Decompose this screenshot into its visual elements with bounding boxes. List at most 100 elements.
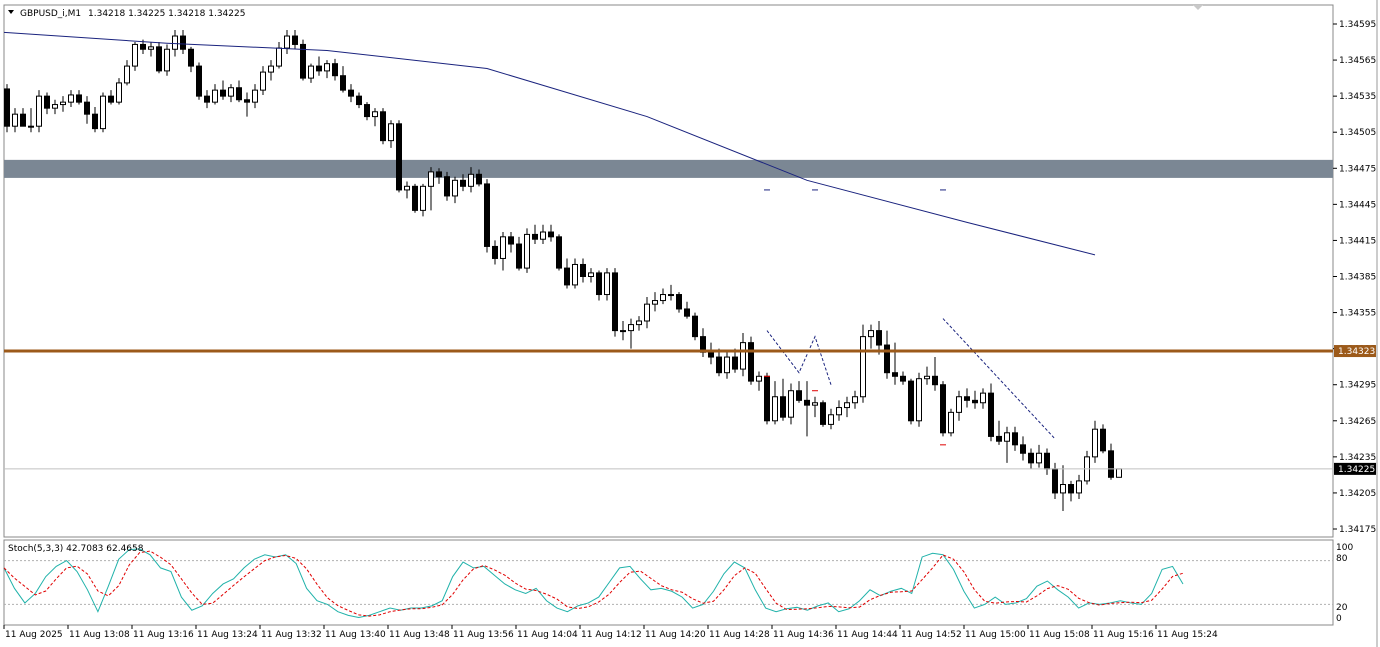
price-tick-label: 1.34205 xyxy=(1339,489,1376,499)
candle-bullish xyxy=(524,233,530,269)
candle-bearish xyxy=(44,95,50,109)
time-tick-label: 11 Aug 14:36 xyxy=(773,630,834,640)
candle-bullish xyxy=(812,402,818,406)
candle-bullish xyxy=(132,43,138,67)
time-tick-label: 11 Aug 14:44 xyxy=(837,630,898,640)
candle-bullish xyxy=(836,407,842,416)
candle-bullish xyxy=(228,87,234,97)
candle-bearish xyxy=(476,173,482,185)
candle-bearish xyxy=(556,236,562,269)
price-tick-label: 1.34595 xyxy=(1339,20,1376,30)
price-tick-label: 1.34355 xyxy=(1339,309,1376,319)
price-tick-label: 1.34565 xyxy=(1339,56,1376,66)
candle-bearish xyxy=(356,95,362,106)
candle-bearish xyxy=(820,402,826,425)
candle-bearish xyxy=(708,351,714,358)
candle-bullish xyxy=(980,392,986,404)
stoch-level-100: 100 xyxy=(1336,543,1353,553)
candle-bullish xyxy=(452,179,458,197)
candle-bullish xyxy=(372,111,378,118)
candle-bearish xyxy=(332,63,338,77)
candle-bullish xyxy=(148,46,154,50)
stochastic-signal-line xyxy=(3,550,1184,617)
candle-bearish xyxy=(988,392,994,437)
current-price-tag-text: 1.34225 xyxy=(1338,465,1375,475)
level-price-tag-text: 1.34323 xyxy=(1338,347,1375,357)
price-tick-label: 1.34445 xyxy=(1339,200,1376,210)
price-tick-label: 1.34235 xyxy=(1339,453,1376,463)
candle-bullish xyxy=(860,336,866,398)
price-panel[interactable] xyxy=(3,4,1334,538)
candle-bullish xyxy=(252,89,258,103)
candle-bullish xyxy=(620,330,626,333)
candle-bearish xyxy=(612,272,618,332)
candle-bullish xyxy=(428,171,434,187)
candle-bearish xyxy=(516,243,522,269)
pattern-dash-line xyxy=(942,318,1056,440)
chart-symbol-label: GBPUSD_i,M1 xyxy=(20,9,81,19)
level-price-tag xyxy=(1334,345,1376,358)
candle-bearish xyxy=(220,89,226,97)
candle-bullish xyxy=(1060,484,1066,494)
time-tick-label: 11 Aug 14:04 xyxy=(517,630,578,640)
candle-bullish xyxy=(644,303,650,322)
candle-bearish xyxy=(972,399,978,404)
candle-bearish xyxy=(676,294,682,310)
candle-bearish xyxy=(564,267,570,286)
candle-bearish xyxy=(1108,450,1114,478)
stochastic-panel[interactable] xyxy=(3,539,1334,626)
candle-bullish xyxy=(1092,428,1098,458)
candle-bullish xyxy=(52,104,58,109)
chart-ohlc-label: 1.34218 1.34225 1.34218 1.34225 xyxy=(88,9,245,19)
candle-bullish xyxy=(604,272,610,296)
candle-bearish xyxy=(316,65,322,72)
candle-bullish xyxy=(844,402,850,409)
time-tick-label: 11 Aug 13:08 xyxy=(69,630,130,640)
candle-bullish xyxy=(588,272,594,277)
time-tick-label: 11 Aug 15:00 xyxy=(965,630,1026,640)
candle-bearish xyxy=(932,375,938,386)
candle-bearish xyxy=(548,231,554,238)
candle-bearish xyxy=(796,390,802,401)
candle-bullish xyxy=(636,320,642,326)
candle-bearish xyxy=(876,330,882,346)
candle-bullish xyxy=(948,411,954,434)
candle-bullish xyxy=(868,330,874,338)
candle-bullish xyxy=(268,65,274,73)
candle-bullish xyxy=(1076,480,1082,494)
candle-bullish xyxy=(628,324,634,332)
time-tick-label: 11 Aug 14:12 xyxy=(581,630,642,640)
stoch-level-0: 0 xyxy=(1336,614,1342,624)
price-tick-label: 1.34295 xyxy=(1339,381,1376,391)
candle-bullish xyxy=(772,396,778,422)
candle-bullish xyxy=(172,35,178,50)
candle-bearish xyxy=(412,185,418,211)
candle-bearish xyxy=(892,372,898,377)
candle-bearish xyxy=(884,344,890,374)
candle-bullish xyxy=(500,236,506,259)
dropdown-triangle-icon[interactable] xyxy=(8,10,14,14)
candle-bearish xyxy=(236,87,242,101)
candle-bearish xyxy=(340,75,346,91)
candle-bearish xyxy=(76,94,82,103)
candle-bullish xyxy=(1036,452,1042,464)
candle-bearish xyxy=(1044,452,1050,470)
candle-bearish xyxy=(508,236,514,245)
candle-bullish xyxy=(916,378,922,422)
candle-bearish xyxy=(292,35,298,45)
candle-bullish xyxy=(12,113,18,127)
stoch-level-80: 80 xyxy=(1336,554,1348,564)
candle-bullish xyxy=(724,356,730,374)
supply-zone-rectangle[interactable] xyxy=(4,159,1333,178)
price-tick-label: 1.34505 xyxy=(1339,128,1376,138)
time-tick-label: 11 Aug 13:24 xyxy=(197,630,258,640)
candle-bearish xyxy=(900,375,906,382)
candle-bullish xyxy=(100,95,106,130)
candle-bearish xyxy=(732,356,738,370)
candle-bearish xyxy=(492,245,498,259)
chart-shift-marker-icon[interactable] xyxy=(1193,5,1203,10)
candle-bullish xyxy=(540,231,546,240)
stoch-level-20: 20 xyxy=(1336,603,1348,613)
candle-bullish xyxy=(28,125,34,128)
